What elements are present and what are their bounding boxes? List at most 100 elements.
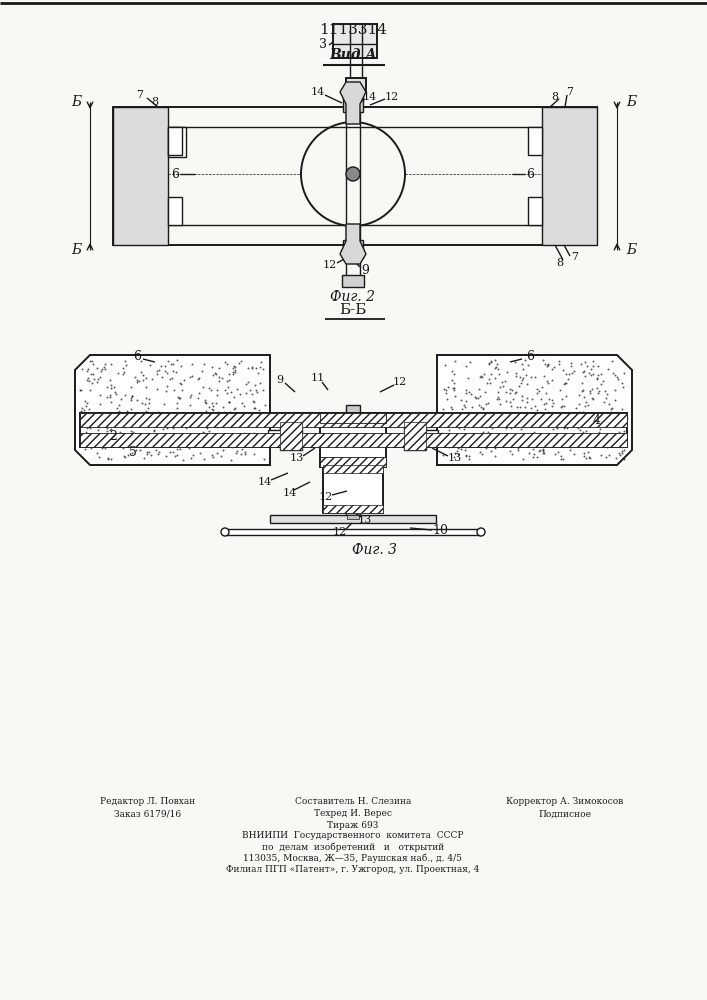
Point — [82, 372, 93, 388]
Point — [554, 353, 565, 369]
Point — [458, 397, 469, 413]
Text: 113035, Москва, Ж—35, Раушская наб., д. 4/5: 113035, Москва, Ж—35, Раушская наб., д. … — [243, 853, 462, 863]
Point — [230, 400, 241, 416]
Text: 6: 6 — [171, 167, 179, 180]
Point — [161, 420, 173, 436]
Point — [448, 449, 460, 465]
Point — [481, 431, 493, 447]
Point — [104, 422, 115, 438]
Point — [552, 444, 563, 460]
Point — [245, 382, 256, 398]
Point — [94, 387, 105, 403]
Point — [114, 397, 125, 413]
Text: 6: 6 — [526, 167, 534, 180]
Point — [518, 370, 529, 386]
Polygon shape — [340, 224, 366, 264]
Point — [237, 429, 248, 445]
Point — [88, 411, 99, 427]
Point — [184, 369, 195, 385]
Point — [588, 358, 599, 374]
Point — [542, 357, 554, 373]
Point — [595, 421, 606, 437]
Point — [218, 399, 229, 415]
Point — [459, 421, 470, 437]
Point — [574, 396, 585, 412]
Point — [539, 368, 550, 384]
Point — [467, 431, 478, 447]
Point — [253, 402, 264, 418]
Point — [618, 423, 629, 439]
Point — [474, 414, 485, 430]
Point — [248, 400, 259, 416]
Point — [565, 358, 576, 374]
Point — [102, 420, 113, 436]
Point — [94, 396, 105, 412]
Point — [449, 353, 460, 369]
Text: 13: 13 — [358, 515, 372, 525]
Bar — [346, 413, 360, 515]
Point — [143, 395, 154, 411]
Point — [474, 444, 486, 460]
Point — [489, 360, 501, 376]
Point — [451, 443, 462, 459]
Point — [184, 397, 195, 413]
Point — [87, 356, 98, 372]
Point — [218, 404, 230, 420]
Point — [174, 430, 185, 446]
Point — [247, 386, 258, 402]
Text: Б: Б — [71, 243, 81, 257]
Point — [223, 379, 234, 395]
Bar — [323, 465, 383, 473]
Point — [505, 394, 516, 410]
Point — [225, 404, 236, 420]
Point — [128, 438, 139, 454]
Point — [145, 447, 156, 463]
Point — [229, 389, 240, 405]
Point — [620, 430, 631, 446]
Point — [84, 382, 95, 398]
Text: 14: 14 — [363, 92, 377, 102]
Point — [450, 388, 461, 404]
Point — [537, 443, 549, 459]
Point — [192, 390, 204, 406]
Point — [460, 358, 472, 374]
Point — [243, 433, 254, 449]
Text: 11: 11 — [311, 373, 325, 383]
Point — [573, 387, 585, 403]
Point — [585, 367, 597, 383]
Point — [233, 355, 244, 371]
Point — [616, 401, 627, 417]
Point — [240, 406, 251, 422]
Point — [159, 426, 170, 442]
Point — [545, 405, 556, 421]
Point — [522, 426, 534, 442]
Point — [482, 395, 493, 411]
Point — [164, 444, 175, 460]
Point — [171, 395, 182, 411]
Point — [472, 390, 484, 406]
Point — [529, 424, 540, 440]
Point — [566, 439, 577, 455]
Point — [240, 411, 251, 427]
Point — [595, 447, 606, 463]
Point — [579, 389, 590, 405]
Point — [476, 368, 487, 384]
Point — [446, 399, 457, 415]
Point — [518, 426, 530, 442]
Point — [93, 422, 104, 438]
Point — [539, 445, 550, 461]
Point — [495, 379, 506, 395]
Point — [577, 404, 588, 420]
Point — [75, 382, 86, 398]
Point — [114, 403, 125, 419]
Point — [577, 364, 588, 380]
Point — [251, 415, 262, 431]
Point — [104, 372, 115, 388]
Point — [474, 381, 485, 397]
Point — [592, 385, 604, 401]
Point — [82, 370, 93, 386]
Point — [243, 428, 254, 444]
Point — [573, 404, 585, 420]
Text: Б: Б — [71, 95, 81, 109]
Point — [199, 394, 211, 410]
